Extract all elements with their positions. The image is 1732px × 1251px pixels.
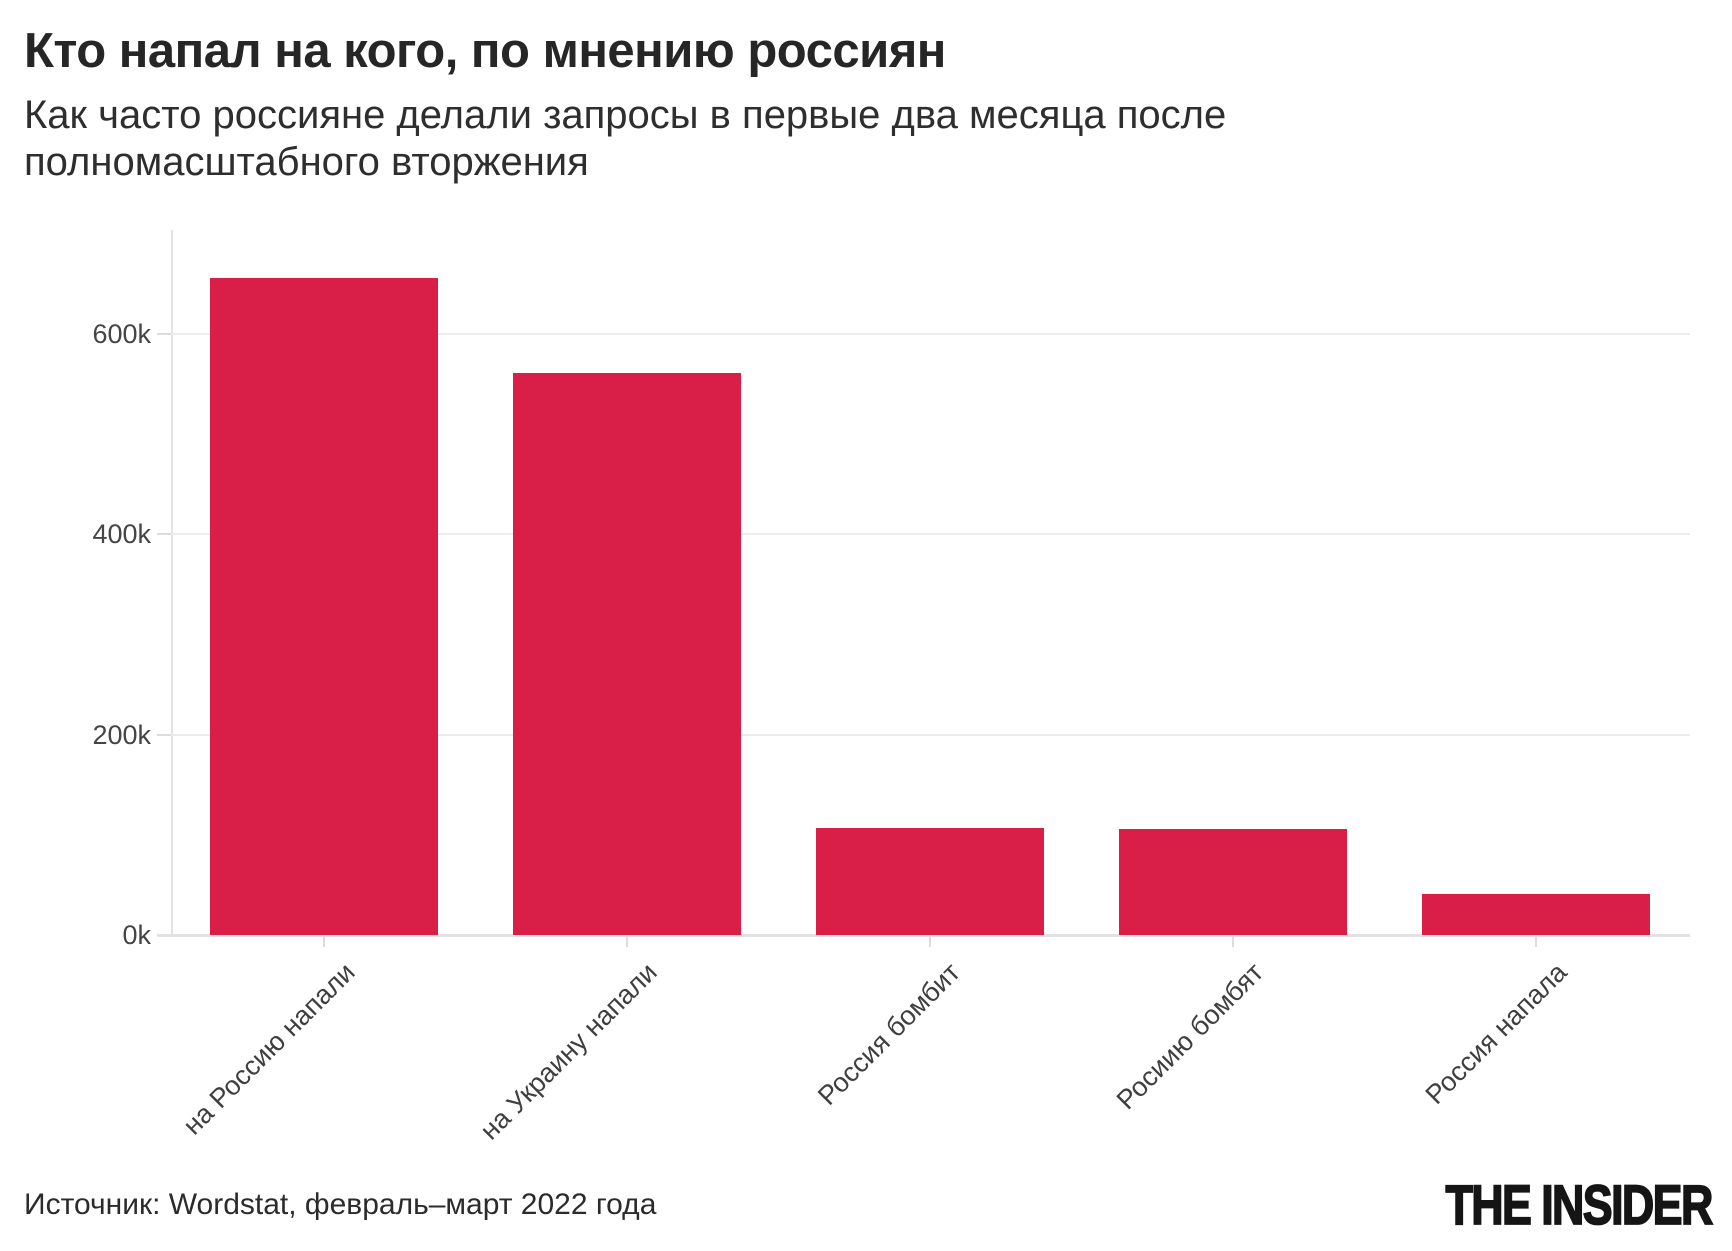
x-axis-category-label: Россия напала (1419, 957, 1573, 1111)
gridline (171, 533, 1690, 536)
bar (816, 828, 1044, 935)
x-axis-tick (929, 936, 931, 947)
x-axis-category-label: на Украину напали (474, 957, 664, 1146)
gridline (171, 733, 1690, 736)
x-axis-tick (323, 936, 325, 947)
x-axis-tick (1535, 936, 1537, 947)
bar (210, 278, 438, 935)
y-axis-tick-label: 0k (122, 920, 151, 950)
y-axis-tick-label: 200k (92, 719, 151, 750)
y-axis-tick (157, 533, 171, 536)
y-axis-tick-label: 600k (92, 319, 151, 350)
y-axis-tick (157, 333, 171, 336)
the-insider-logo: THE INSIDER (1445, 1172, 1714, 1237)
x-axis-line (157, 934, 1690, 937)
x-axis-category-label: на Россию напали (176, 957, 361, 1141)
y-axis-tick (157, 733, 171, 736)
chart-title: Кто напал на кого, по мнению россиян (24, 24, 946, 78)
gridline (171, 333, 1690, 336)
y-axis-line (171, 230, 173, 935)
x-axis-category-label: Россия бомбит (812, 957, 967, 1111)
x-axis-tick (626, 936, 628, 947)
y-axis-tick-label: 400k (92, 519, 151, 550)
x-axis-tick (1232, 936, 1234, 947)
bar (1422, 894, 1650, 935)
bar (513, 373, 741, 935)
x-axis-category-label: Росиию бомбят (1110, 957, 1270, 1116)
chart-subtitle: Как часто россияне делали запросы в перв… (24, 93, 1227, 184)
source-note: Источник: Wordstat, февраль–март 2022 го… (24, 1188, 657, 1221)
bar (1119, 829, 1347, 935)
